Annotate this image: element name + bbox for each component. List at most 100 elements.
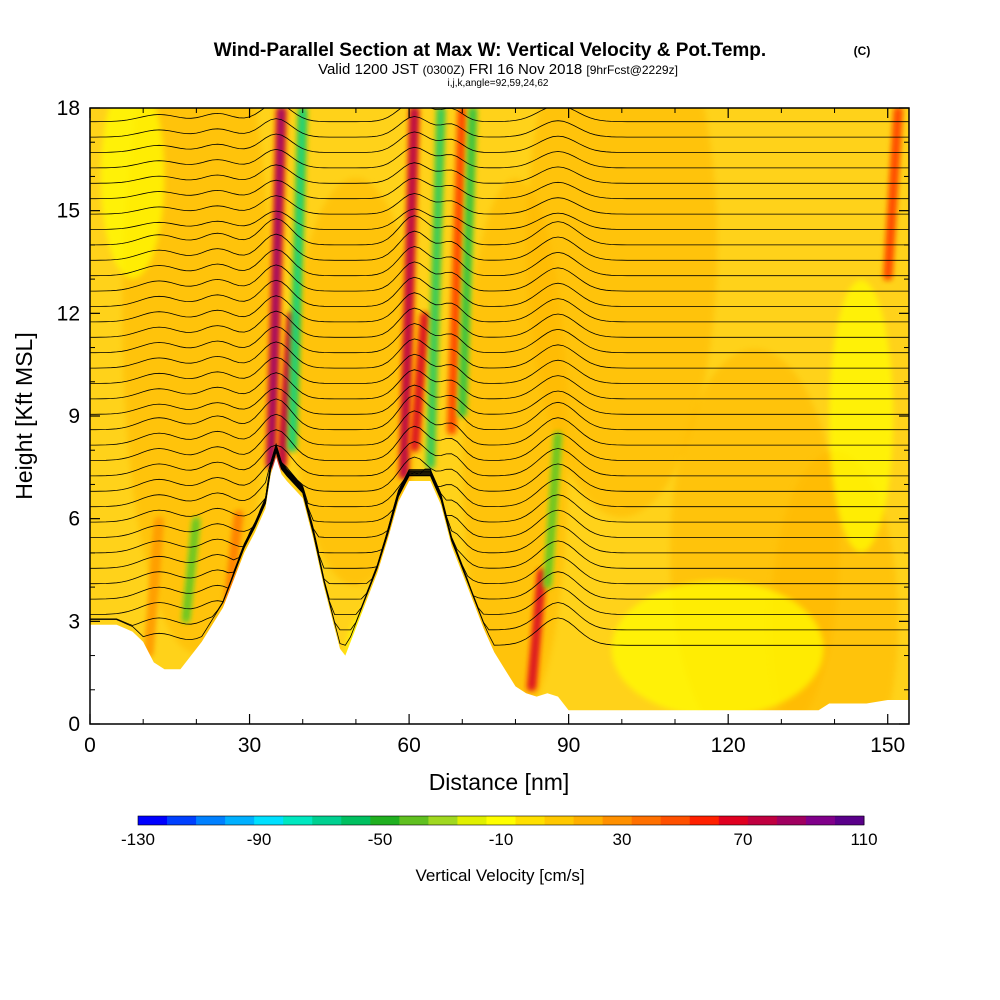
updraft-plume — [268, 108, 284, 468]
colorbar-swatch — [718, 816, 749, 825]
isentrope-line — [90, 101, 909, 106]
colorbar-tick-label: 70 — [734, 830, 753, 849]
isentrope-line — [90, 442, 909, 492]
isentrope-line — [90, 261, 909, 292]
colorbar: -130 -90 -50 -10 30 70 110 — [121, 815, 878, 849]
isentrope-line — [90, 443, 909, 508]
vertical-velocity-field — [100, 108, 904, 724]
updraft-plume — [529, 570, 545, 690]
field-patch — [122, 108, 271, 654]
isentrope-line — [90, 323, 909, 354]
colorbar-swatch — [776, 816, 807, 825]
colorbar-swatch — [631, 816, 662, 825]
x-tick-label: 120 — [711, 734, 746, 757]
updraft-plume — [146, 518, 161, 656]
potential-temperature-contours — [90, 101, 909, 646]
chart-title: Wind-Parallel Section at Max W: Vertical… — [214, 40, 766, 61]
isentrope-line — [90, 338, 909, 369]
y-axis-label: Height [Kft MSL] — [11, 332, 37, 499]
chart-indices: i,j,k,angle=92,59,24,62 — [448, 78, 549, 89]
colorbar-swatch — [457, 816, 487, 825]
updraft-plume — [885, 108, 901, 280]
downdraft-plume — [184, 518, 199, 622]
isentrope-line — [90, 384, 909, 415]
isentrope-line — [90, 446, 909, 569]
x-tick-label: 150 — [870, 734, 905, 757]
colorbar-swatch — [225, 816, 255, 825]
colorbar-tick-label: 30 — [613, 830, 632, 849]
isentrope-line — [90, 116, 909, 138]
colorbar-tick-label: -90 — [247, 830, 272, 849]
colorbar-swatch — [805, 816, 836, 825]
colorbar-swatch — [138, 816, 168, 825]
isentrope-line — [90, 307, 909, 338]
x-tick-label: 60 — [397, 734, 420, 757]
isentrope-line — [90, 445, 909, 538]
colorbar-swatch — [834, 816, 865, 825]
updraft-plume — [226, 511, 241, 605]
isentrope-line — [90, 177, 909, 200]
colorbar-tick-label: 110 — [850, 830, 877, 849]
colorbar-swatch — [573, 816, 604, 825]
x-tick-label: 90 — [557, 734, 580, 757]
isentrope-line — [90, 108, 909, 123]
colorbar-frame — [137, 815, 865, 826]
axes: 0 30 60 90 120 150 0 3 6 9 12 15 18 — [57, 97, 909, 757]
isentrope-line — [90, 369, 909, 400]
y-tick-label: 18 — [57, 97, 80, 120]
y-tick-label: 15 — [57, 200, 80, 223]
isentrope-line — [90, 447, 909, 585]
isentrope-line — [90, 425, 909, 461]
isentrope-line — [90, 208, 909, 230]
isentrope-line — [90, 146, 909, 169]
isentrope-line — [90, 230, 909, 261]
x-tick-label: 30 — [238, 734, 261, 757]
colorbar-title: Vertical Velocity [cm/s] — [415, 866, 584, 885]
isentrope-line — [90, 246, 909, 277]
isentrope-line — [90, 448, 909, 600]
chart-subtitle: Valid 1200 JST (0300Z) FRI 16 Nov 2018 [… — [318, 61, 678, 78]
isentrope-line — [90, 445, 909, 554]
x-tick-label: 0 — [84, 734, 96, 757]
y-tick-label: 9 — [68, 405, 80, 428]
colorbar-swatch — [370, 816, 400, 825]
colorbar-swatch — [515, 816, 546, 825]
isentrope-line — [90, 444, 909, 523]
colorbar-tick-label: -130 — [121, 830, 155, 849]
y-tick-label: 12 — [57, 302, 80, 325]
updraft-plume — [401, 108, 417, 478]
isentrope-line — [90, 410, 909, 446]
field-patch — [611, 580, 824, 717]
x-axis-label: Distance [nm] — [429, 769, 570, 795]
colorbar-swatch — [399, 816, 429, 825]
colorbar-tick-label: -10 — [489, 830, 514, 849]
colorbar-tick-label: -50 — [368, 830, 393, 849]
plot-area — [90, 101, 909, 724]
colorbar-swatch — [544, 816, 575, 825]
isentrope-line — [90, 193, 909, 215]
colorbar-swatch — [283, 816, 313, 825]
colorbar-swatch — [428, 816, 458, 825]
isentrope-line — [90, 215, 909, 246]
isentrope-line — [90, 292, 909, 323]
isentrope-line — [90, 394, 909, 431]
terrain-mask — [90, 457, 909, 724]
colorbar-swatch — [167, 816, 197, 825]
colorbar-swatch — [602, 816, 633, 825]
downdraft-plume — [460, 108, 475, 416]
colorbar-swatch — [660, 816, 691, 825]
isentrope-line — [90, 353, 909, 384]
colorbar-swatch — [486, 816, 517, 825]
colorbar-swatch — [689, 816, 720, 825]
downdraft-plume — [545, 433, 560, 588]
isentrope-line — [90, 449, 909, 615]
colorbar-swatch — [312, 816, 342, 825]
y-tick-label: 3 — [68, 610, 80, 633]
title-mark: (C) — [854, 44, 871, 58]
downdraft-plume — [428, 108, 443, 468]
colorbar-swatch — [254, 816, 284, 825]
updraft-plume — [412, 313, 428, 451]
isentrope-line — [90, 441, 909, 477]
colorbar-swatch — [196, 816, 226, 825]
